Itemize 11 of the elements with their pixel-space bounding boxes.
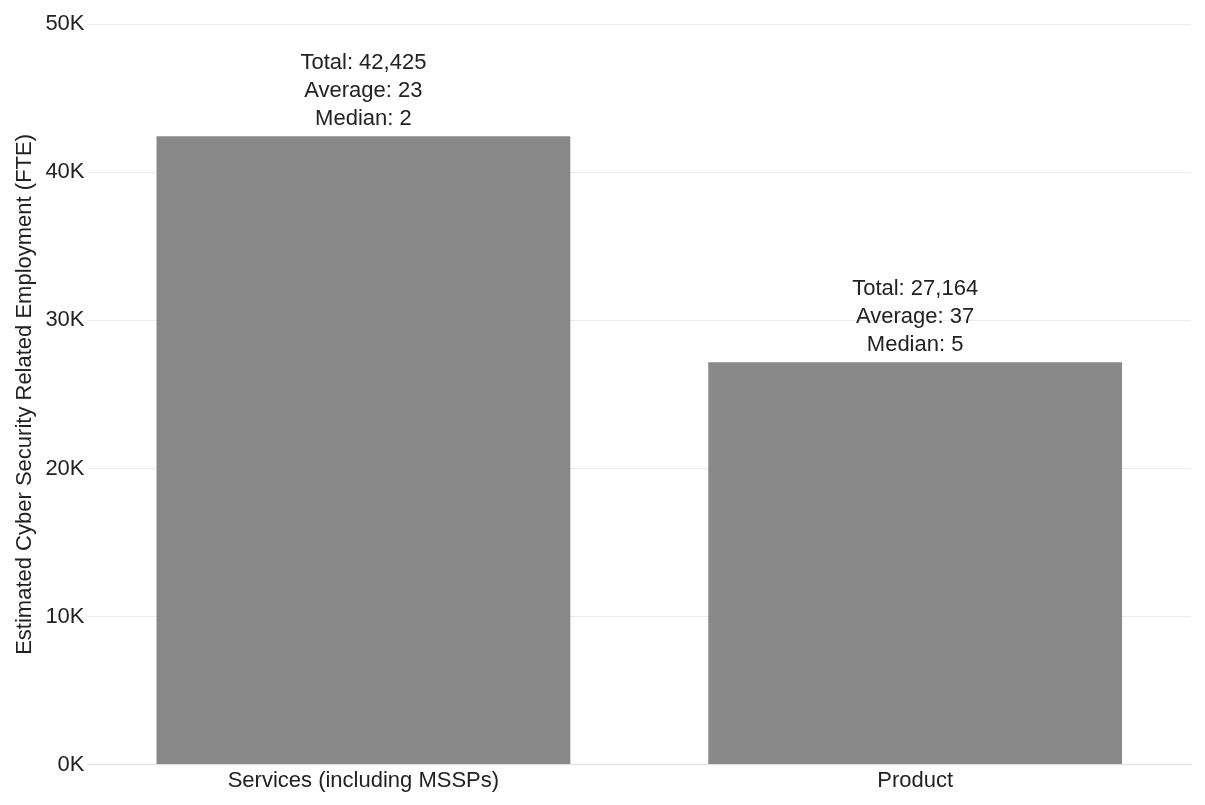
data-label: Total: 42,425 Average: 23 Median: 2 — [300, 49, 427, 131]
y-tick-label: 30K — [45, 306, 85, 332]
y-axis-title: Estimated Cyber Security Related Employment (FTE) — [11, 133, 37, 655]
x-tick-label: Product — [877, 766, 954, 792]
y-tick-label: 50K — [45, 10, 85, 36]
y-tick-label: 0K — [57, 750, 85, 776]
y-tick-label: 40K — [45, 158, 85, 184]
y-tick-label: 20K — [45, 454, 85, 480]
x-tick-label: Services (including MSSPs) — [227, 766, 500, 792]
data-label: Total: 27,164 Average: 37 Median: 5 — [852, 275, 979, 357]
y-tick-label: 10K — [45, 602, 85, 628]
